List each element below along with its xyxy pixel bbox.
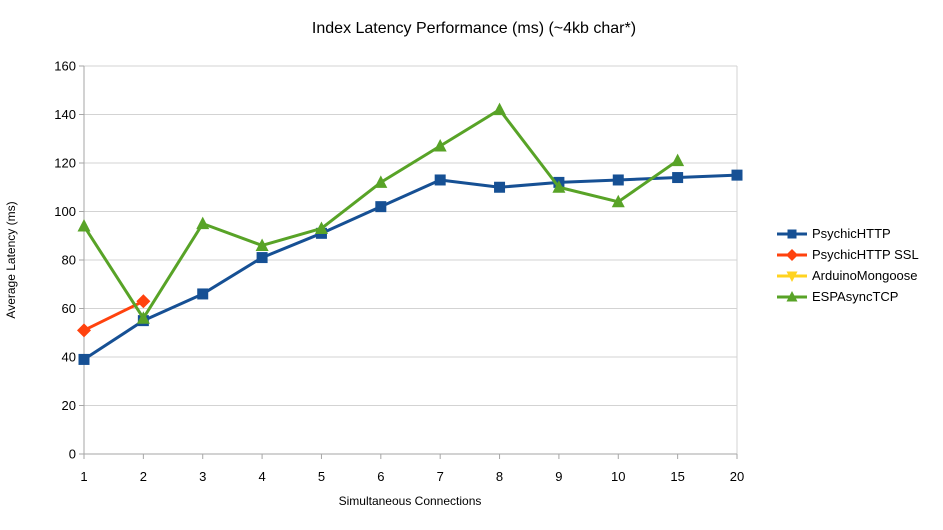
legend-item-psychichttp: PsychicHTTP <box>777 223 919 244</box>
data-point-PsychicHTTP <box>197 288 209 300</box>
legend-label: PsychicHTTP <box>812 226 891 241</box>
data-point-ESPAsyncTCP <box>671 153 685 167</box>
data-point-PsychicHTTP <box>731 169 743 181</box>
data-point-ESPAsyncTCP <box>493 102 507 116</box>
series-line-ESPAsyncTCP <box>82 108 679 320</box>
legend-marker-shape <box>786 271 798 282</box>
data-point-ESPAsyncTCP <box>552 180 566 193</box>
x-tick-label: 5 <box>318 469 325 484</box>
data-point-ESPAsyncTCP <box>77 219 91 232</box>
x-tick-label: 20 <box>730 469 744 484</box>
legend-marker-triangle-up-icon <box>777 290 807 301</box>
data-point-ESPAsyncTCP <box>136 311 150 324</box>
y-axis-title: Average Latency (ms) <box>4 201 18 318</box>
data-point-PsychicHTTP <box>494 181 506 193</box>
y-tick-label: 120 <box>54 156 76 171</box>
y-tick-label: 140 <box>54 107 76 122</box>
series-line-PsychicHTTP <box>83 173 738 361</box>
series-line-PsychicHTTP SSL <box>83 299 145 332</box>
legend-label: PsychicHTTP SSL <box>812 247 919 262</box>
x-tick-label: 9 <box>555 469 562 484</box>
legend-item-psychichttp-ssl: PsychicHTTP SSL <box>777 244 919 265</box>
data-point-PsychicHTTP <box>672 172 684 184</box>
data-point-ESPAsyncTCP <box>611 194 625 208</box>
x-tick-label: 1 <box>80 469 87 484</box>
legend-marker-triangle-down-icon <box>777 271 807 282</box>
data-point-ESPAsyncTCP <box>314 221 328 234</box>
legend-item-espasynctcp: ESPAsyncTCP <box>777 286 919 307</box>
data-point-PsychicHTTP <box>434 174 446 186</box>
data-point-ESPAsyncTCP <box>374 175 388 188</box>
data-point-PsychicHTTP <box>612 174 624 186</box>
x-tick-label: 7 <box>437 469 444 484</box>
y-tick-label: 60 <box>62 301 76 316</box>
y-tick-label: 20 <box>62 398 76 413</box>
legend-marker-square-icon <box>777 229 807 238</box>
data-point-PsychicHTTP <box>256 252 268 264</box>
legend-marker-shape <box>786 248 798 261</box>
x-tick-label: 8 <box>496 469 503 484</box>
plot-area: 0 20 40 60 80 100 120 140 160 1 2 3 4 5 6 7 8 9 10 15 20 <box>54 59 744 485</box>
x-tick-label: 15 <box>670 469 684 484</box>
y-tick-label: 0 <box>69 447 76 462</box>
y-tick-label: 100 <box>54 204 76 219</box>
legend-label: ESPAsyncTCP <box>812 289 899 304</box>
y-tick-label: 40 <box>62 350 76 365</box>
x-tick-label: 10 <box>611 469 625 484</box>
data-point-ESPAsyncTCP <box>255 238 269 251</box>
legend-marker-shape <box>787 229 797 238</box>
data-point-ESPAsyncTCP <box>433 139 447 152</box>
legend: PsychicHTTP PsychicHTTP SSL ArduinoMongo… <box>777 223 919 307</box>
x-tick-label: 2 <box>140 469 147 484</box>
y-tick-label: 80 <box>62 253 76 268</box>
x-tick-label: 6 <box>377 469 384 484</box>
x-axis-title: Simultaneous Connections <box>339 494 482 508</box>
chart-title: Index Latency Performance (ms) (~4kb cha… <box>312 20 636 37</box>
data-point-PsychicHTTP <box>78 353 90 365</box>
data-point-PsychicHTTP <box>375 201 387 213</box>
legend-marker-diamond-icon <box>777 248 807 261</box>
data-point-PsychicHTTP SSL <box>77 323 91 338</box>
legend-item-arduinomongoose: ArduinoMongoose <box>777 265 919 286</box>
legend-marker-shape <box>786 290 798 301</box>
legend-label: ArduinoMongoose <box>812 268 918 283</box>
x-tick-label: 3 <box>199 469 206 484</box>
y-tick-label: 160 <box>54 59 76 74</box>
data-point-PsychicHTTP SSL <box>136 294 151 309</box>
x-tick-label: 4 <box>258 469 265 484</box>
data-point-ESPAsyncTCP <box>196 216 210 230</box>
